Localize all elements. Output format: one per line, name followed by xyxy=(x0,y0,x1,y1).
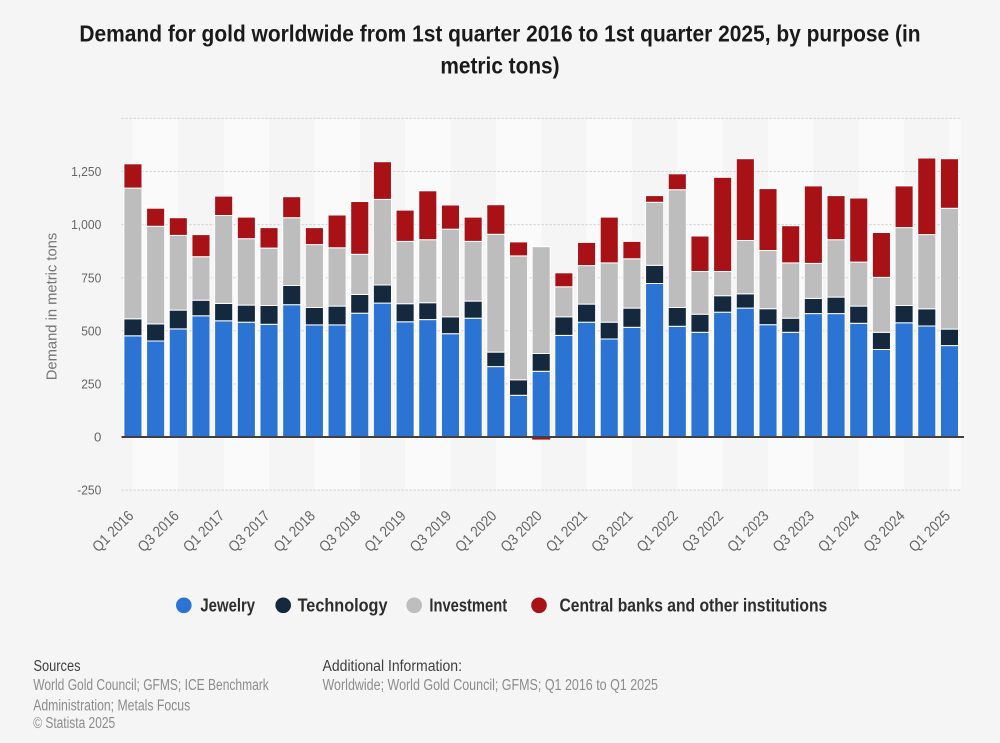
svg-text:metric tons): metric tons) xyxy=(440,53,559,79)
svg-text:Demand in metric tons: Demand in metric tons xyxy=(45,233,61,381)
svg-text:1,250: 1,250 xyxy=(71,164,101,179)
svg-text:1,000: 1,000 xyxy=(71,217,101,232)
svg-text:Administration; Metals Focus: Administration; Metals Focus xyxy=(33,697,190,714)
svg-text:Worldwide; World Gold Council;: Worldwide; World Gold Council; GFMS; Q1 … xyxy=(323,677,659,694)
svg-text:Technology: Technology xyxy=(298,594,388,615)
svg-text:250: 250 xyxy=(81,376,101,391)
svg-text:-250: -250 xyxy=(77,483,101,498)
svg-text:Central banks and other instit: Central banks and other institutions xyxy=(560,594,828,615)
svg-text:© Statista 2025: © Statista 2025 xyxy=(33,715,115,732)
svg-text:0: 0 xyxy=(94,430,101,445)
svg-text:Additional Information:: Additional Information: xyxy=(323,658,463,675)
svg-text:Investment: Investment xyxy=(429,594,507,615)
svg-text:Sources: Sources xyxy=(34,658,81,675)
svg-text:World Gold Council; GFMS; ICE: World Gold Council; GFMS; ICE Benchmark xyxy=(33,677,269,694)
svg-text:Demand for gold worldwide from: Demand for gold worldwide from 1st quart… xyxy=(79,21,920,47)
svg-text:Jewelry: Jewelry xyxy=(200,594,255,615)
svg-text:500: 500 xyxy=(81,323,101,338)
svg-text:750: 750 xyxy=(81,270,101,285)
